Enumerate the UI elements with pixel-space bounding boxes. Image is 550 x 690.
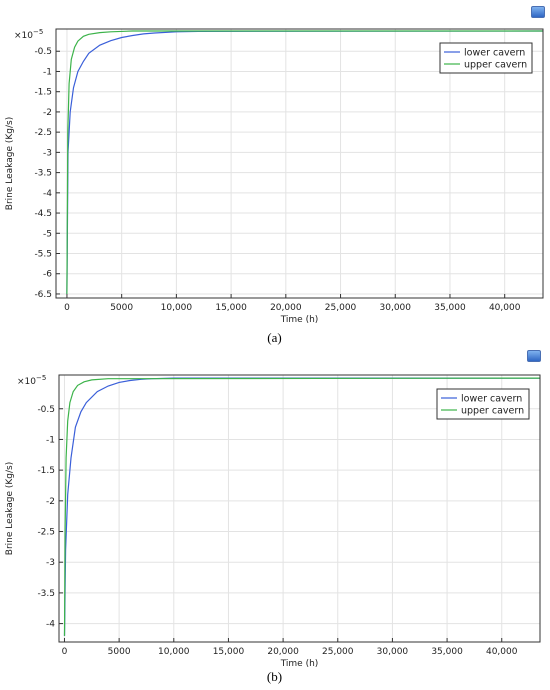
chart-panel-a: 0 5000 10,000 15,000 20,000 25,000 30,000 35,00… (5, 28, 544, 345)
plot-frame (58, 374, 541, 643)
x-tick-label: 15,000 (213, 647, 245, 657)
y-tick-label: -3 (46, 558, 55, 568)
y-tick-label: -1.5 (37, 466, 55, 476)
y-tick-label: -0.5 (34, 47, 52, 57)
export-icon[interactable] (527, 350, 541, 362)
x-tick-label: 35,000 (434, 303, 466, 313)
legend-box (439, 42, 533, 74)
series-line-upper-cavern (66, 30, 543, 295)
y-tick-label: -3.5 (34, 169, 52, 179)
y-tick-label: -4 (43, 189, 52, 199)
y-tick-label: -4.5 (34, 209, 52, 219)
x-tick-label: 5000 (108, 647, 131, 657)
y-multiplier-exponent: −5 (36, 374, 46, 382)
x-tick-label: 20,000 (267, 647, 299, 657)
legend-label: upper cavern (464, 60, 527, 71)
y-tick-label: -0.5 (37, 405, 55, 415)
y-tick-label: -2.5 (34, 128, 52, 138)
legend-box (436, 388, 530, 420)
y-tick-label: -5 (43, 229, 52, 239)
y-tick-label: -3.5 (37, 589, 55, 599)
y-tick-label: -4 (46, 620, 55, 630)
y-axis-label: Brine Leakage (Kg/s) (5, 117, 15, 210)
x-tick-label: 20,000 (270, 303, 302, 313)
y-tick-label: -2 (43, 108, 52, 118)
y-tick-label: -1 (46, 435, 55, 445)
x-tick-label: 30,000 (380, 303, 412, 313)
y-axis-label: Brine Leakage (Kg/s) (5, 462, 15, 555)
x-tick-label: 10,000 (161, 303, 193, 313)
y-tick-label: -2 (46, 497, 55, 507)
y-multiplier-exponent: −5 (33, 28, 43, 36)
series-line-lower-cavern (66, 30, 544, 295)
legend-label: lower cavern (461, 394, 522, 405)
x-tick-label: 40,000 (489, 303, 521, 313)
x-tick-label: 10,000 (158, 647, 190, 657)
x-tick-label: 30,000 (377, 647, 409, 657)
x-tick-label: 0 (62, 647, 68, 657)
x-tick-label: 25,000 (325, 303, 357, 313)
export-icon[interactable] (531, 6, 545, 18)
y-tick-label: -2.5 (37, 528, 55, 538)
y-multiplier-label: ×10−5 (17, 374, 46, 387)
y-tick-label: -6 (43, 270, 52, 280)
legend-label: upper cavern (461, 406, 524, 417)
y-tick-label: -3 (43, 148, 52, 158)
y-tick-label: -1.5 (34, 88, 52, 98)
x-tick-label: 40,000 (486, 647, 518, 657)
x-tick-label: 0 (64, 303, 70, 313)
y-multiplier-label: ×10−5 (14, 28, 43, 41)
y-tick-label: -1 (43, 67, 52, 77)
chart-panel-b: 0 5000 10,000 15,000 20,000 25,000 30,000 35,00… (5, 374, 541, 684)
x-tick-label: 25,000 (322, 647, 354, 657)
y-tick-label: -6.5 (34, 290, 52, 300)
x-axis-label: Time (h) (280, 659, 319, 669)
x-tick-label: 35,000 (431, 647, 463, 657)
x-tick-label: 15,000 (215, 303, 247, 313)
legend-label: lower cavern (464, 48, 525, 59)
x-tick-label: 5000 (110, 303, 133, 313)
plot-frame (55, 28, 544, 299)
x-axis-label: Time (h) (280, 315, 319, 325)
figure-caption: (a) (267, 330, 281, 345)
series-line-upper-cavern (63, 377, 541, 636)
figure-caption: (b) (267, 669, 282, 684)
y-tick-label: -5.5 (34, 250, 52, 260)
